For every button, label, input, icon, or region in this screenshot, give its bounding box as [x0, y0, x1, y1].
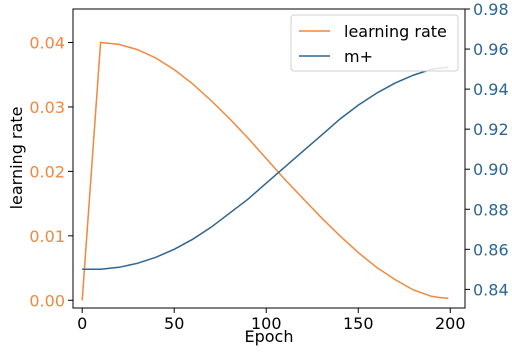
- right-tick-label: 0.88: [473, 200, 509, 219]
- legend-label-learning-rate: learning rate: [344, 22, 447, 41]
- series-line-learning-rate: [81, 41, 449, 301]
- left-tick-label: 0.03: [29, 98, 65, 117]
- right-tick-label: 0.96: [473, 40, 509, 59]
- x-axis-ticks: 0 50 100 150 200: [77, 308, 466, 333]
- left-tick-label: 0.04: [29, 34, 65, 53]
- left-tick-label: 0.00: [29, 291, 65, 310]
- series-line-m-plus: [82, 66, 449, 271]
- series-lines: [81, 41, 449, 301]
- x-tick-label: 200: [435, 314, 466, 333]
- x-tick-label: 0: [77, 314, 87, 333]
- plot-frame: [72, 8, 466, 309]
- right-tick-label: 0.90: [473, 160, 509, 179]
- x-axis-label: Epoch: [245, 327, 294, 346]
- right-tick-label: 0.98: [473, 0, 509, 19]
- legend-box: [290, 14, 459, 72]
- legend: learning rate m+: [290, 14, 459, 72]
- y-axis-label: learning rate: [7, 107, 26, 210]
- legend-label-m-plus: m+: [344, 47, 373, 66]
- right-tick-label: 0.84: [473, 280, 509, 299]
- right-tick-label: 0.92: [473, 120, 509, 139]
- right-tick-label: 0.94: [473, 80, 509, 99]
- x-tick-label: 100: [251, 314, 282, 333]
- left-tick-label: 0.02: [29, 162, 65, 181]
- right-axis-ticks: 0.84 0.86 0.88 0.90 0.92 0.94 0.96 0.98: [465, 0, 509, 299]
- right-tick-label: 0.86: [473, 240, 509, 259]
- left-axis-ticks: 0.00 0.01 0.02 0.03 0.04: [29, 34, 73, 310]
- left-tick-label: 0.01: [29, 227, 65, 246]
- x-tick-label: 150: [343, 314, 374, 333]
- x-tick-label: 50: [164, 314, 184, 333]
